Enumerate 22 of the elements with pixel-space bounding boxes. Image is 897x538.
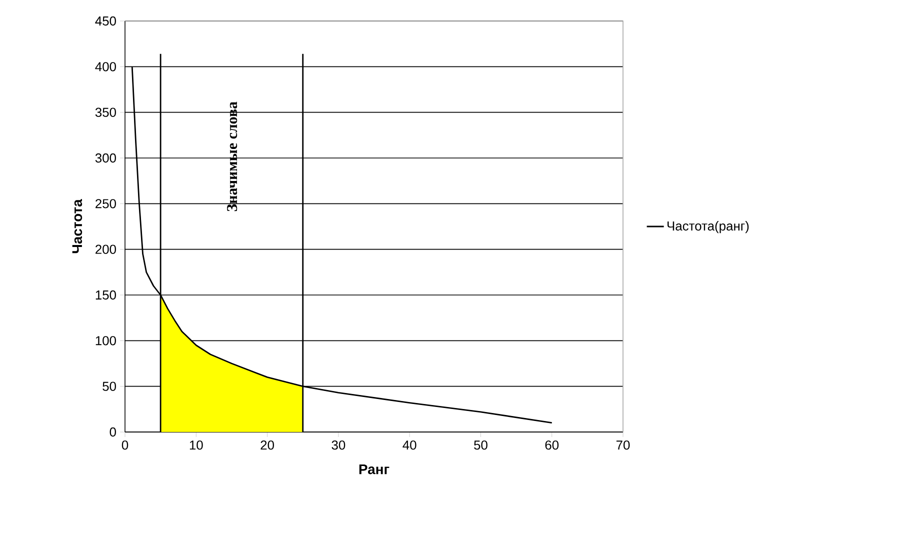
x-tick-label: 10 [190,440,203,450]
y-axis-title: Частота [72,199,82,254]
x-tick-label: 70 [616,440,630,450]
y-tick-label: 50 [102,382,116,391]
y-tick-label: 350 [95,108,116,117]
x-tick-label: 30 [332,440,346,450]
y-tick-label: 0 [110,427,116,437]
y-tick-label: 450 [95,16,116,26]
legend-label: Частота(ранг) [668,221,749,234]
x-tick-label: 0 [122,440,128,450]
annotation: Значимые слова [227,102,238,212]
y-tick-label: 150 [96,290,116,300]
x-tick-label: 50 [474,440,488,450]
x-tick-label: 20 [260,440,274,450]
x-tick-label: 40 [402,440,416,450]
y-tick-label: 400 [95,62,116,72]
y-tick-label: 100 [96,336,116,346]
x-axis-title: Ранг [359,464,390,474]
y-tick-label: 250 [96,199,116,208]
y-tick-label: 200 [96,244,116,254]
x-tick-label: 60 [545,440,559,450]
y-tick-label: 300 [95,153,116,163]
